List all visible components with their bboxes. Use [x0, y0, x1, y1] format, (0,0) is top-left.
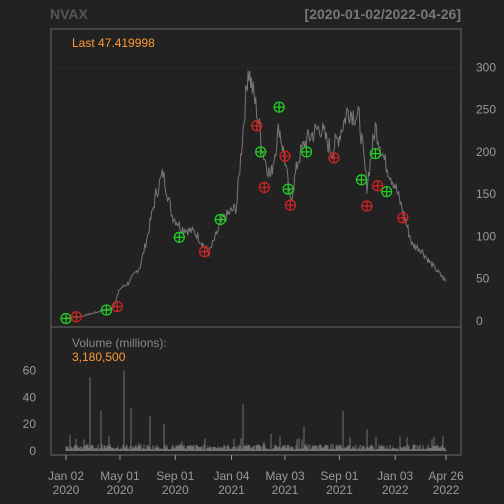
sell-signal-marker [198, 246, 211, 258]
sell-signal-marker [284, 199, 297, 211]
sell-signal-marker [279, 150, 291, 162]
x-tick-year: 2020 [107, 483, 134, 497]
x-tick-label: Jan 03 [377, 469, 413, 483]
price-tick-label: 250 [476, 103, 496, 117]
sell-signal-marker [397, 212, 409, 224]
last-label-text: Last [72, 36, 95, 50]
x-tick-label: May 01 [100, 469, 140, 483]
price-panel: 0 50 100 150 200 250 300 Last 47.419998 [50, 28, 496, 328]
price-tick-label: 100 [476, 229, 496, 243]
price-tick-label: 150 [476, 187, 496, 201]
x-tick-label: Jan 04 [213, 469, 249, 483]
x-tick-year: 2021 [218, 483, 245, 497]
x-tick-label: May 03 [265, 469, 305, 483]
volume-panel: 0 20 40 60 Volume (millions): 3,180,500 [23, 326, 462, 458]
x-tick-label: Apr 26 [428, 469, 464, 483]
price-tick-label: 50 [476, 272, 490, 286]
last-price-value: 47.419998 [98, 36, 155, 50]
x-tick-year: 2020 [53, 483, 80, 497]
sell-signal-marker [371, 180, 384, 192]
price-tick-label: 200 [476, 145, 496, 159]
buy-signal-marker [273, 101, 285, 113]
volume-last-value: 3,180,500 [72, 350, 126, 364]
sell-signal-marker [361, 200, 373, 212]
buy-signal-marker [300, 146, 313, 158]
chart-date-range: [2020-01-02/2022-04-26] [305, 6, 461, 22]
volume-title: Volume (millions): [72, 336, 167, 350]
x-tick-label: Sep 01 [320, 469, 358, 483]
x-tick-label: Jan 02 [48, 469, 84, 483]
buy-signal-marker [282, 183, 294, 195]
volume-tick-label: 40 [23, 390, 37, 404]
buy-signal-marker [100, 304, 113, 316]
buy-signal-marker [214, 213, 226, 226]
price-y-axis: 0 50 100 150 200 250 300 [476, 60, 496, 328]
x-tick-year: 2021 [326, 483, 353, 497]
buy-signal-marker [60, 312, 72, 325]
buy-signal-marker [369, 147, 382, 160]
buy-signal-marker [380, 185, 393, 198]
price-tick-label: 0 [476, 314, 483, 328]
sell-signal-marker [111, 300, 123, 313]
volume-tick-label: 60 [23, 363, 37, 377]
sell-signal-marker [328, 152, 340, 164]
volume-bars [65, 370, 447, 451]
price-panel-border [50, 28, 462, 328]
buy-signal-marker [355, 174, 368, 186]
x-tick-year: 2022 [433, 483, 460, 497]
volume-panel-border [50, 326, 462, 456]
last-price-label: Last 47.419998 [72, 36, 155, 50]
volume-tick-label: 20 [23, 417, 37, 431]
volume-tick-label: 0 [29, 444, 36, 458]
x-tick-year: 2022 [382, 483, 409, 497]
price-tick-label: 300 [476, 60, 496, 74]
sell-signal-marker [251, 120, 263, 132]
volume-y-axis: 0 20 40 60 [23, 363, 37, 458]
signal-markers [60, 101, 409, 325]
x-tick-year: 2020 [162, 483, 189, 497]
price-series-line [65, 70, 447, 319]
x-tick-label: Sep 01 [156, 469, 194, 483]
x-tick-year: 2021 [272, 483, 299, 497]
sell-signal-marker [258, 181, 270, 194]
sell-signal-marker [70, 311, 82, 323]
buy-signal-marker [255, 146, 267, 158]
buy-signal-marker [173, 231, 185, 243]
chart-symbol: NVAX [50, 6, 89, 22]
